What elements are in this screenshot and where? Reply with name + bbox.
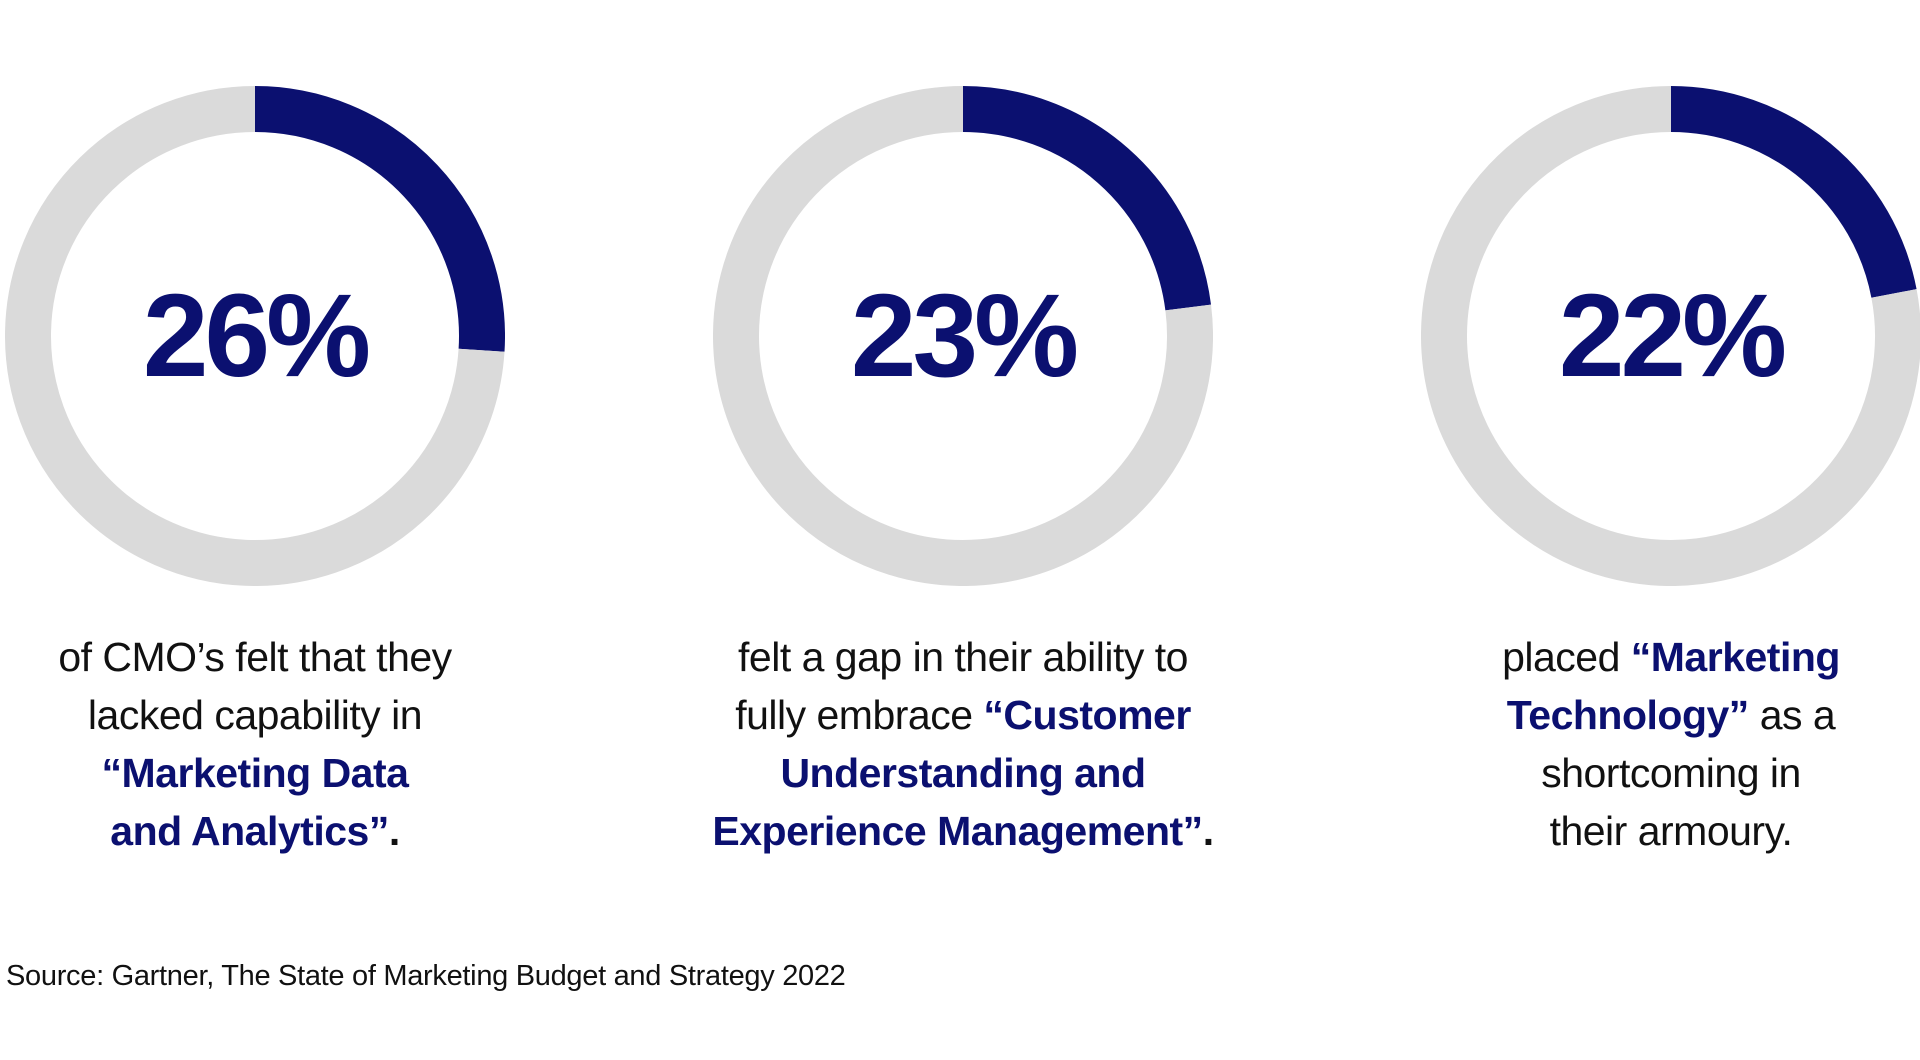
- donut-value-label-1: 26%: [142, 270, 371, 402]
- stat-card-1: 26% of CMO’s felt that they lacked capab…: [5, 86, 505, 860]
- caption-3-line-4: their armoury.: [1549, 808, 1793, 854]
- caption-1-line-2: lacked capability in: [87, 692, 423, 738]
- caption-2-line-4-highlight: Experience Management”: [712, 808, 1203, 854]
- caption-3-line-2-plain: as a: [1748, 692, 1836, 738]
- stat-caption-1: of CMO’s felt that they lacked capabilit…: [5, 628, 505, 860]
- caption-1-highlight-line-1: “Marketing Data: [101, 750, 409, 796]
- caption-1-period: .: [388, 808, 400, 854]
- donut-svg-2: [713, 86, 1213, 586]
- stat-caption-2: felt a gap in their ability to fully emb…: [653, 628, 1273, 860]
- donut-chart-2: 23%: [713, 86, 1213, 586]
- donut-1-segment-remainder: [5, 86, 505, 586]
- caption-2-line-3-highlight: Understanding and: [780, 750, 1146, 796]
- donut-1-segment-highlighted: [254, 86, 505, 352]
- stat-card-3: 22% placed “Marketing Technology” as a s…: [1421, 86, 1920, 860]
- donut-3-segment-highlighted: [1670, 86, 1917, 299]
- donut-svg-3: [1421, 86, 1920, 586]
- donut-chart-1: 26%: [5, 86, 505, 586]
- donut-3-segment-remainder: [1421, 86, 1920, 586]
- caption-3-line-2-highlight: Technology”: [1506, 692, 1750, 738]
- caption-3-line-3: shortcoming in: [1541, 750, 1801, 796]
- donut-value-label-3: 22%: [1558, 270, 1787, 402]
- donut-value-label-2: 23%: [850, 270, 1079, 402]
- caption-3-line-1-plain: placed: [1502, 634, 1631, 680]
- caption-1-line-1: of CMO’s felt that they: [58, 634, 452, 680]
- donut-chart-3: 22%: [1421, 86, 1920, 586]
- caption-3-line-1-highlight: “Marketing: [1630, 634, 1841, 680]
- stat-caption-3: placed “Marketing Technology” as a short…: [1421, 628, 1920, 860]
- caption-2-line-2-highlight: “Customer: [983, 692, 1191, 738]
- stat-card-2: 23% felt a gap in their ability to fully…: [712, 86, 1214, 860]
- caption-2-line-2-plain: fully embrace: [735, 692, 984, 738]
- source-note: Source: Gartner, The State of Marketing …: [6, 960, 846, 992]
- caption-1-highlight-line-2: and Analytics”: [110, 808, 389, 854]
- caption-2-period: .: [1202, 808, 1214, 854]
- donut-svg-1: [5, 86, 505, 586]
- donut-2-segment-highlighted: [962, 86, 1212, 311]
- caption-2-line-1: felt a gap in their ability to: [738, 634, 1188, 680]
- donut-2-segment-remainder: [713, 86, 1213, 586]
